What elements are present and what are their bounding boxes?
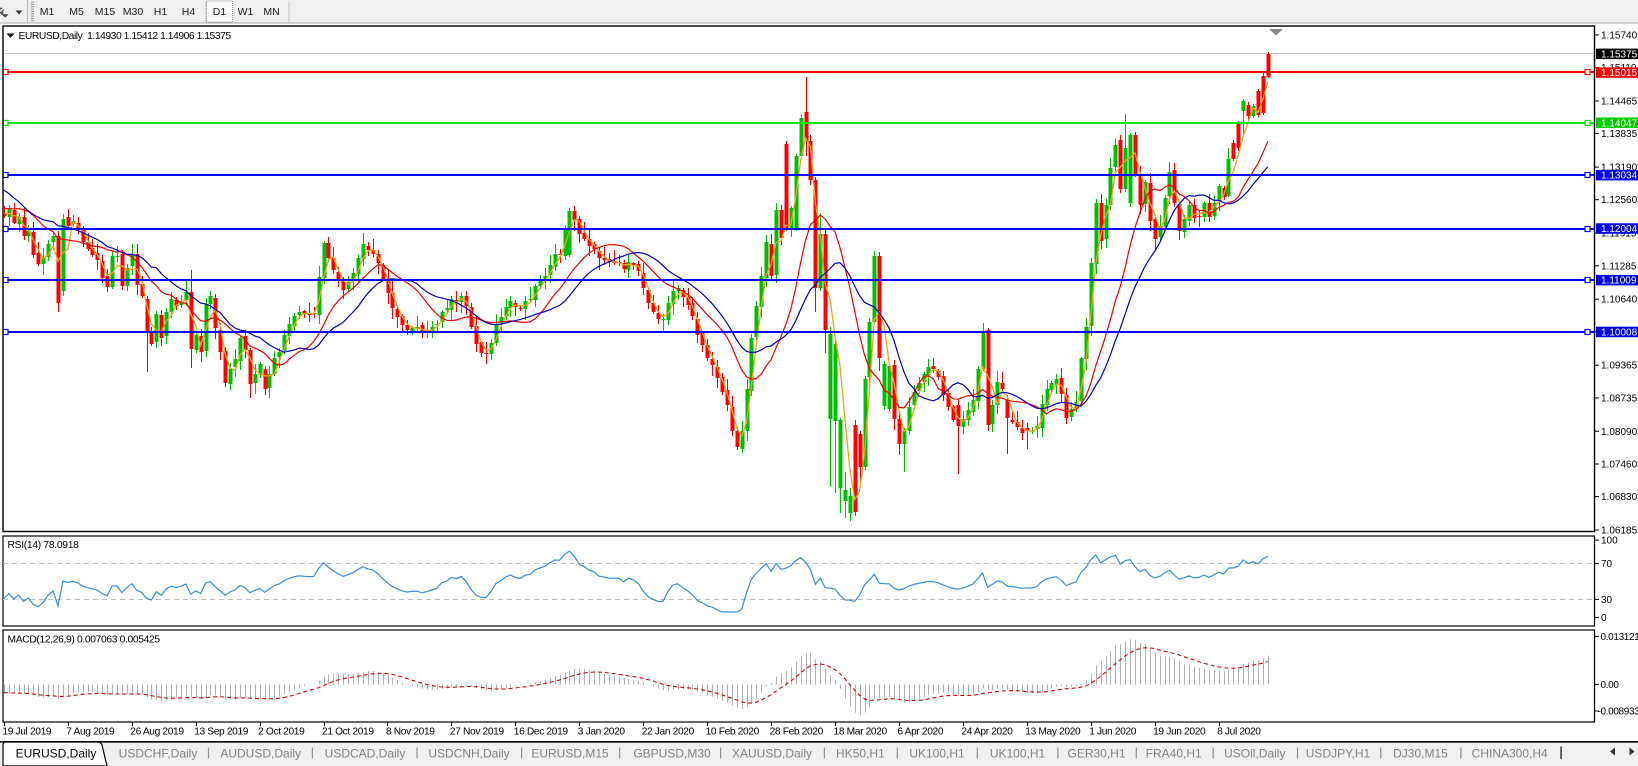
- svg-text:6 Apr 2020: 6 Apr 2020: [897, 727, 943, 738]
- svg-text:24 Apr 2020: 24 Apr 2020: [961, 727, 1013, 738]
- svg-text:100: 100: [1601, 536, 1618, 547]
- svg-text:1.15015: 1.15015: [1601, 68, 1638, 79]
- svg-text:MACD(12,26,9) 0.007063 0.00542: MACD(12,26,9) 0.007063 0.005425: [8, 635, 161, 646]
- svg-text:EURUSD,M15: EURUSD,M15: [531, 747, 609, 761]
- svg-text:19 Jun 2020: 19 Jun 2020: [1153, 727, 1206, 738]
- svg-text:DJ30,M15: DJ30,M15: [1393, 747, 1448, 761]
- svg-text:M5: M5: [69, 6, 84, 18]
- svg-text:USDCNH,Daily: USDCNH,Daily: [428, 747, 509, 761]
- svg-text:3 Jan 2020: 3 Jan 2020: [578, 727, 626, 738]
- svg-text:GBPUSD,M30: GBPUSD,M30: [633, 747, 711, 761]
- svg-text:22 Jan 2020: 22 Jan 2020: [642, 727, 695, 738]
- svg-text:XAUUSD,Daily: XAUUSD,Daily: [732, 747, 812, 761]
- svg-text:16 Dec 2019: 16 Dec 2019: [514, 727, 569, 738]
- svg-text:1.08735: 1.08735: [1601, 393, 1638, 404]
- svg-text:UK100,H1: UK100,H1: [990, 747, 1046, 761]
- svg-text:19 Jul 2019: 19 Jul 2019: [2, 727, 52, 738]
- svg-text:27 Nov 2019: 27 Nov 2019: [450, 727, 505, 738]
- svg-text:1.13034: 1.13034: [1601, 171, 1638, 182]
- svg-text:0.00: 0.00: [1601, 680, 1620, 691]
- svg-text:1.07460: 1.07460: [1601, 460, 1638, 471]
- svg-text:W1: W1: [238, 6, 254, 18]
- svg-text:1.12004: 1.12004: [1601, 224, 1638, 235]
- svg-text:0.013121: 0.013121: [1601, 632, 1638, 643]
- svg-text:USDCHF,Daily: USDCHF,Daily: [119, 747, 198, 761]
- svg-text:2 Oct 2019: 2 Oct 2019: [258, 727, 305, 738]
- svg-text:1.15375: 1.15375: [1601, 49, 1638, 60]
- svg-text:MN: MN: [263, 6, 279, 18]
- svg-text:FRA40,H1: FRA40,H1: [1146, 747, 1202, 761]
- svg-text:D1: D1: [213, 6, 227, 18]
- svg-text:1.13190: 1.13190: [1601, 163, 1638, 174]
- svg-text:8 Nov 2019: 8 Nov 2019: [386, 727, 435, 738]
- svg-text:1.08090: 1.08090: [1601, 427, 1638, 438]
- svg-text:1 Jun 2020: 1 Jun 2020: [1089, 727, 1137, 738]
- svg-text:USOil,Daily: USOil,Daily: [1224, 747, 1285, 761]
- svg-text:1.06830: 1.06830: [1601, 492, 1638, 503]
- svg-text:AUDUSD,Daily: AUDUSD,Daily: [220, 747, 301, 761]
- svg-text:1.06185: 1.06185: [1601, 526, 1638, 537]
- svg-text:EURUSD,Daily: EURUSD,Daily: [16, 747, 97, 761]
- svg-text:GER30,H1: GER30,H1: [1067, 747, 1125, 761]
- svg-text:EURUSD,Daily 1.14930 1.15412: EURUSD,Daily 1.14930 1.15412 1.14906 1.1…: [19, 31, 232, 42]
- svg-text:-0.008933: -0.008933: [1598, 707, 1638, 718]
- svg-text:21 Oct 2019: 21 Oct 2019: [322, 727, 374, 738]
- svg-text:1.12560: 1.12560: [1601, 195, 1638, 206]
- svg-text:0: 0: [1601, 613, 1607, 624]
- svg-text:M30: M30: [123, 6, 144, 18]
- svg-text:1.11915: 1.11915: [1601, 229, 1637, 240]
- svg-text:H4: H4: [182, 6, 196, 18]
- svg-text:1.14047: 1.14047: [1601, 118, 1638, 129]
- svg-text:1.09365: 1.09365: [1601, 361, 1638, 372]
- svg-text:RSI(14) 78.0918: RSI(14) 78.0918: [8, 540, 80, 551]
- svg-text:13 May 2020: 13 May 2020: [1025, 727, 1081, 738]
- svg-text:18 Mar 2020: 18 Mar 2020: [834, 727, 888, 738]
- svg-text:28 Feb 2020: 28 Feb 2020: [770, 727, 824, 738]
- svg-text:HK50,H1: HK50,H1: [836, 747, 885, 761]
- svg-text:UK100,H1: UK100,H1: [909, 747, 965, 761]
- svg-text:USDJPY,H1: USDJPY,H1: [1306, 747, 1371, 761]
- svg-text:7 Aug 2019: 7 Aug 2019: [66, 727, 115, 738]
- svg-text:1.13835: 1.13835: [1601, 129, 1638, 140]
- svg-text:10 Feb 2020: 10 Feb 2020: [706, 727, 760, 738]
- svg-text:8 Jul 2020: 8 Jul 2020: [1217, 727, 1261, 738]
- svg-text:1.14465: 1.14465: [1601, 97, 1638, 108]
- svg-text:CHINA300,H4: CHINA300,H4: [1472, 747, 1548, 761]
- svg-text:H1: H1: [154, 6, 168, 18]
- svg-text:1.10008: 1.10008: [1601, 328, 1638, 339]
- svg-text:70: 70: [1601, 559, 1613, 570]
- svg-text:13 Sep 2019: 13 Sep 2019: [194, 727, 249, 738]
- svg-text:1.15740: 1.15740: [1601, 30, 1638, 41]
- svg-text:USDCAD,Daily: USDCAD,Daily: [325, 747, 406, 761]
- svg-text:1.11285: 1.11285: [1601, 261, 1637, 272]
- svg-text:M1: M1: [40, 6, 55, 18]
- svg-text:1.11009: 1.11009: [1601, 276, 1637, 287]
- svg-text:1.10640: 1.10640: [1601, 295, 1638, 306]
- svg-text:M15: M15: [95, 6, 116, 18]
- svg-text:30: 30: [1601, 595, 1613, 606]
- svg-text:26 Aug 2019: 26 Aug 2019: [130, 727, 184, 738]
